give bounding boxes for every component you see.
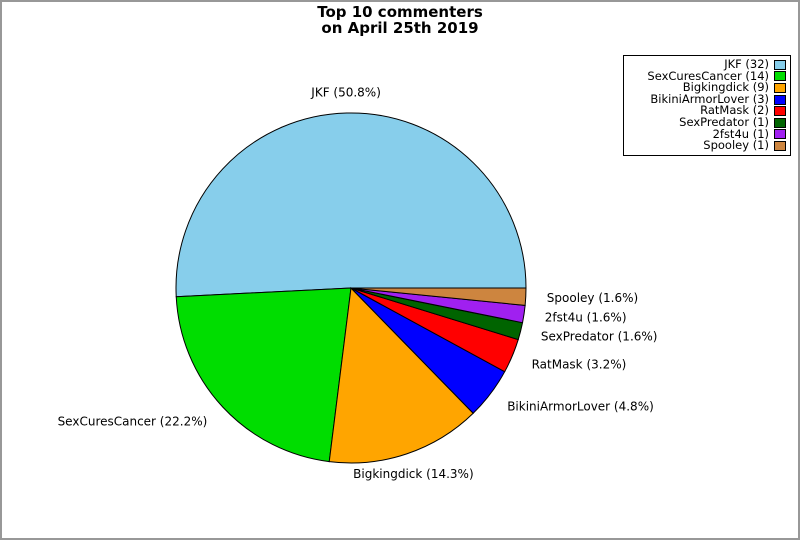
legend-swatch: [774, 129, 786, 140]
legend-item-BikiniArmorLover: BikiniArmorLover (3): [627, 91, 786, 106]
legend-item-SexCuresCancer: SexCuresCancer (14): [627, 68, 786, 83]
legend-swatch: [774, 94, 786, 105]
slice-label-Bigkingdick: Bigkingdick (14.3%): [353, 467, 474, 481]
legend-label: Bigkingdick (9): [682, 80, 769, 95]
legend-item-JKF: JKF (32): [627, 57, 786, 71]
legend-label: RatMask (2): [700, 103, 769, 118]
pie-slice-Spooley: [350, 287, 527, 306]
pie-slice-JKF: [175, 112, 527, 298]
legend-label: BikiniArmorLover (3): [650, 91, 769, 106]
pie-slice-Bigkingdick: [328, 286, 474, 464]
legend-swatch: [774, 71, 786, 82]
legend-label: JKF (32): [724, 57, 769, 71]
legend-label: SexCuresCancer (14): [647, 68, 769, 83]
legend-item-Spooley: Spooley (1): [627, 140, 786, 152]
legend-item-RatMask: RatMask (2): [627, 105, 786, 117]
slice-label-SexPredator: SexPredator (1.6%): [541, 330, 658, 344]
legend-swatch: [774, 106, 786, 117]
legend-item-Bigkingdick: Bigkingdick (9): [627, 82, 786, 94]
legend-item-SexPredator: SexPredator (1): [627, 114, 786, 129]
legend-label: 2fst4u (1): [712, 126, 769, 141]
legend-swatch: [774, 117, 786, 128]
slice-label-SexCuresCancer: SexCuresCancer (22.2%): [58, 415, 208, 429]
chart-title-line2: on April 25th 2019: [321, 19, 479, 37]
legend-label: SexPredator (1): [679, 114, 769, 129]
slice-label-RatMask: RatMask (3.2%): [532, 357, 627, 371]
legend: JKF (32) SexCuresCancer (14) Bigkingdick (…: [623, 55, 791, 156]
chart-title: Top 10 commenters on April 25th 2019: [2, 4, 798, 36]
legend-label: Spooley (1): [703, 138, 769, 153]
slice-label-BikiniArmorLover: BikiniArmorLover (4.8%): [507, 400, 654, 414]
legend-swatch: [774, 140, 786, 151]
legend-item-2fst4u: 2fst4u (1): [627, 126, 786, 141]
slice-label-Spooley: Spooley (1.6%): [547, 291, 638, 305]
slice-label-2fst4u: 2fst4u (1.6%): [545, 310, 627, 324]
chart-title-line1: Top 10 commenters: [317, 3, 483, 21]
legend-swatch: [774, 82, 786, 93]
pie-slice-SexCuresCancer: [175, 287, 352, 463]
slice-label-JKF: JKF (50.8%): [310, 85, 381, 99]
legend-swatch: [774, 59, 786, 70]
